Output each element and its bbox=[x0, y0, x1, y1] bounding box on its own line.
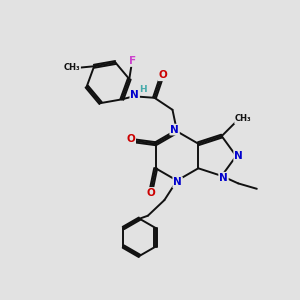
Text: N: N bbox=[234, 151, 243, 161]
Text: CH₃: CH₃ bbox=[64, 63, 80, 72]
Text: O: O bbox=[126, 134, 135, 145]
Text: N: N bbox=[130, 90, 139, 100]
Text: O: O bbox=[158, 70, 167, 80]
Text: N: N bbox=[219, 173, 228, 183]
Text: H: H bbox=[139, 85, 147, 94]
Text: F: F bbox=[129, 56, 137, 66]
Text: CH₃: CH₃ bbox=[235, 115, 252, 124]
Text: N: N bbox=[170, 124, 179, 135]
Text: N: N bbox=[173, 177, 182, 188]
Text: O: O bbox=[147, 188, 156, 198]
